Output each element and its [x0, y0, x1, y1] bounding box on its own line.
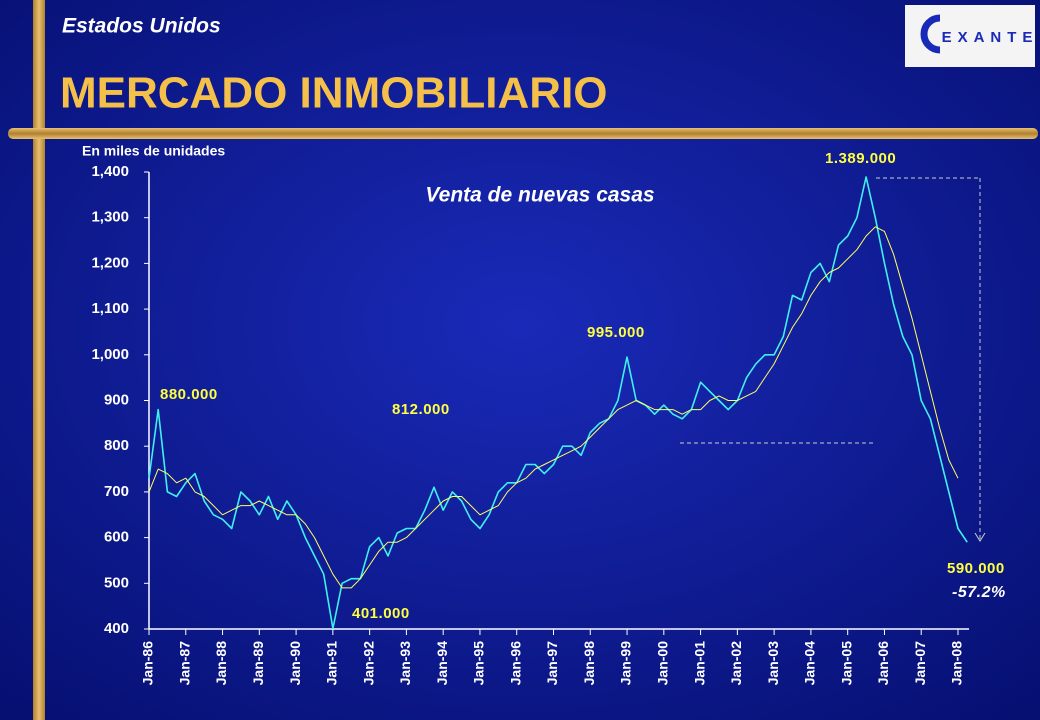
series-line — [148, 176, 968, 630]
x-tick-label: Jan-91 — [324, 641, 340, 686]
x-tick-label: Jan-97 — [544, 641, 560, 686]
y-axis-label: En miles de unidades — [82, 143, 225, 159]
x-tick-label: Jan-96 — [507, 641, 523, 686]
x-tick-label: Jan-05 — [838, 641, 854, 686]
x-tick-label: Jan-02 — [728, 641, 744, 686]
guide-arrow — [974, 532, 986, 542]
y-tick-label: 800 — [104, 437, 129, 454]
x-tick-label: Jan-98 — [581, 641, 597, 686]
y-tick-label: 1,100 — [91, 300, 129, 317]
annotation: 880.000 — [160, 386, 218, 403]
x-tick-label: Jan-90 — [287, 641, 303, 686]
x-tick-label: Jan-06 — [875, 641, 891, 686]
y-tick-label: 700 — [104, 483, 129, 500]
x-tick-label: Jan-93 — [397, 641, 413, 686]
x-tick-label: Jan-89 — [250, 641, 266, 686]
y-tick-label: 900 — [104, 391, 129, 408]
x-tick-label: Jan-95 — [471, 641, 487, 686]
series-line — [148, 226, 959, 589]
y-tick-label: 1,200 — [91, 254, 129, 271]
guides — [680, 177, 981, 540]
chart-title: Venta de nuevas casas — [425, 184, 654, 207]
x-tick-label: Jan-04 — [802, 641, 818, 686]
y-tick-label: 1,000 — [91, 346, 129, 363]
annotation: 995.000 — [587, 324, 645, 341]
logo-text: EXANTE — [942, 29, 1039, 46]
y-tick-label: 1,300 — [91, 209, 129, 226]
logo: EXANTE — [905, 5, 1039, 67]
annotation: -57.2% — [952, 584, 1006, 601]
y-tick-label: 400 — [104, 620, 129, 637]
y-tick-label: 500 — [104, 574, 129, 591]
x-tick-label: Jan-87 — [176, 641, 192, 686]
page-title: MERCADO INMOBILIARIO — [60, 69, 608, 118]
annotation: 812.000 — [392, 401, 450, 418]
x-tick-label: Jan-00 — [655, 641, 671, 686]
annotation: 590.000 — [947, 560, 1005, 577]
x-tick-label: Jan-08 — [949, 641, 965, 686]
annotation: 401.000 — [352, 605, 410, 622]
gold-bar-horizontal — [8, 128, 1038, 139]
x-tick-label: Jan-03 — [765, 641, 781, 686]
gold-bar-vertical — [33, 0, 45, 720]
y-tick-label: 1,400 — [91, 163, 129, 180]
x-tick-label: Jan-86 — [140, 641, 156, 686]
x-tick-label: Jan-94 — [434, 641, 450, 686]
x-tick-label: Jan-88 — [213, 641, 229, 686]
kicker: Estados Unidos — [62, 15, 221, 38]
logo-mark — [920, 14, 941, 54]
annotation: 1.389.000 — [825, 150, 896, 167]
y-tick-label: 600 — [104, 529, 129, 546]
x-tick-label: Jan-07 — [912, 641, 928, 686]
x-tick-label: Jan-92 — [360, 641, 376, 686]
x-tick-label: Jan-99 — [618, 641, 634, 686]
x-tick-label: Jan-01 — [691, 641, 707, 686]
